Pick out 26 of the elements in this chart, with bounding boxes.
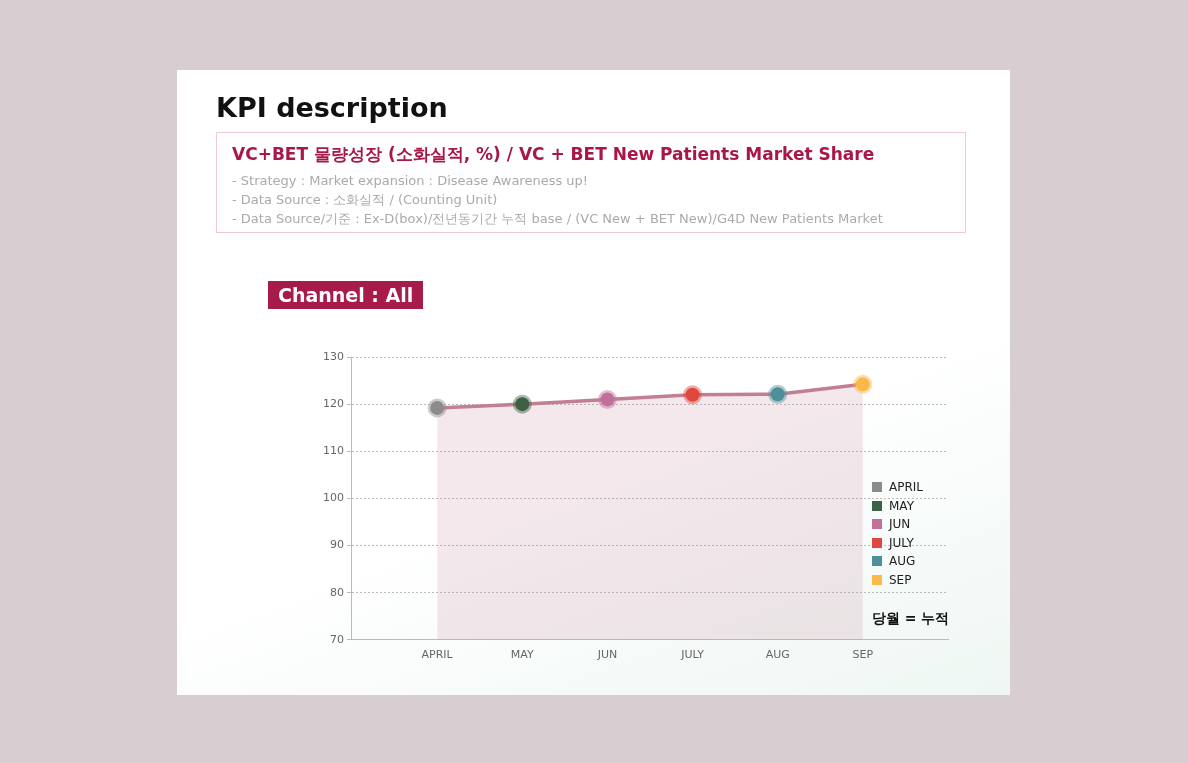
category-label: JUN	[889, 517, 911, 532]
category-label: APRIL	[889, 480, 924, 495]
chart-subtitle: VC+BET 물량성장 (소화실적, %) / VC + BET New Patients Market Share	[232, 143, 876, 166]
category-label: MAY	[889, 498, 914, 513]
y-tick-label: 90	[330, 538, 344, 552]
y-tick-label: 70	[330, 632, 344, 646]
chart-title: KPI description	[216, 92, 448, 123]
y-tick-label: 100	[323, 491, 344, 505]
category-label: JULY	[889, 535, 914, 550]
x-tick-label: APRIL	[421, 648, 454, 662]
category-label: AUG	[889, 554, 916, 569]
x-tick-label: MAY	[510, 648, 534, 662]
y-tick-label: 110	[323, 444, 344, 458]
x-tick-label: JULY	[680, 648, 705, 662]
text: - Data Source : 소화실적 / (Counting Unit)	[232, 191, 499, 209]
category-label: SEP	[889, 572, 912, 587]
x-tick-label: JUN	[596, 648, 618, 662]
annotation: 당월 = 누적	[872, 610, 950, 628]
text: - Data Source/기준 : Ex-D(box)/전년동기간 누적 base / (VC New + BET New)/G4D New Patients Market	[232, 210, 884, 228]
x-tick-label: SEP	[852, 648, 874, 662]
y-tick-label: 80	[330, 585, 344, 599]
text: - Strategy : Market expansion : Disease Awareness up!	[232, 172, 590, 190]
y-tick-label: 120	[323, 396, 344, 410]
y-tick-label: 130	[323, 349, 344, 363]
x-tick-label: AUG	[765, 648, 790, 662]
text: Channel : All	[268, 281, 424, 309]
